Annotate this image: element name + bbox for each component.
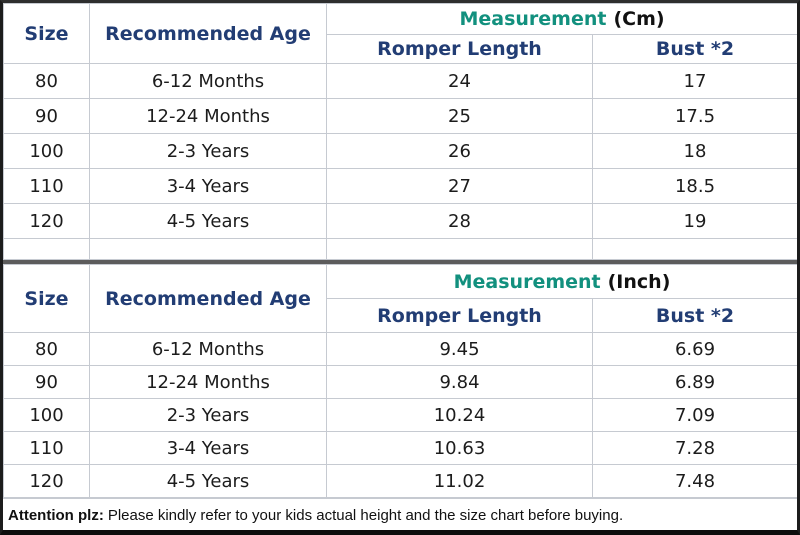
cm-size: 80 xyxy=(3,63,90,99)
cm-col-header-bust: Bust *2 xyxy=(591,34,797,64)
cm-length: 26 xyxy=(326,133,593,169)
inch-length: 9.45 xyxy=(326,332,593,366)
cm-age: 6-12 Months xyxy=(89,63,327,99)
inch-age: 4-5 Years xyxy=(89,464,327,498)
cm-measurement-unit: (Cm) xyxy=(613,8,665,30)
inch-measurement-unit: (Inch) xyxy=(607,270,671,293)
inch-measurement-header: Measurement (Inch) xyxy=(325,264,797,299)
inch-col-header-size: Size xyxy=(3,264,90,333)
cm-bust: 18.5 xyxy=(591,168,797,204)
cm-bust: 19 xyxy=(591,203,797,239)
empty-cell xyxy=(3,238,90,260)
cm-empty-row xyxy=(3,238,797,260)
empty-cell xyxy=(89,238,327,260)
inch-length: 11.02 xyxy=(326,464,593,498)
inch-age: 6-12 Months xyxy=(89,332,327,366)
inch-size: 100 xyxy=(3,398,90,432)
attention-note: Attention plz: Please kindly refer to yo… xyxy=(3,498,797,530)
cm-age: 3-4 Years xyxy=(89,168,327,204)
inch-bust: 6.89 xyxy=(591,365,797,399)
inch-size: 120 xyxy=(3,464,90,498)
cm-size: 120 xyxy=(3,203,90,239)
table-separator-line xyxy=(3,260,797,264)
cm-length: 28 xyxy=(326,203,593,239)
cm-row-120: 120 4-5 Years 28 19 xyxy=(3,203,797,239)
inch-age: 3-4 Years xyxy=(89,431,327,465)
inch-col-header-length: Romper Length xyxy=(326,298,593,333)
cm-length: 25 xyxy=(326,98,593,134)
cm-row-80: 80 6-12 Months 24 17 xyxy=(3,63,797,99)
cm-col-header-size: Size xyxy=(3,3,90,64)
cm-row-90: 90 12-24 Months 25 17.5 xyxy=(3,98,797,134)
size-table-inch: Size Recommended Age Measurement (Inch) R… xyxy=(3,264,797,498)
empty-cell xyxy=(591,238,797,260)
inch-length: 9.84 xyxy=(326,365,593,399)
cm-row-110: 110 3-4 Years 27 18.5 xyxy=(3,168,797,204)
cm-col-header-age: Recommended Age xyxy=(89,3,327,64)
inch-size: 90 xyxy=(3,365,90,399)
inch-col-header-bust: Bust *2 xyxy=(591,298,797,333)
inch-row-120: 120 4-5 Years 11.02 7.48 xyxy=(3,464,797,498)
inch-row-90: 90 12-24 Months 9.84 6.89 xyxy=(3,365,797,399)
size-table-cm: Size Recommended Age Measurement (Cm) Rom… xyxy=(3,3,797,260)
inch-bust: 7.09 xyxy=(591,398,797,432)
cm-bust: 17.5 xyxy=(591,98,797,134)
cm-measurement-label: Measurement xyxy=(459,8,607,30)
inch-age: 2-3 Years xyxy=(89,398,327,432)
cm-age: 12-24 Months xyxy=(89,98,327,134)
cm-length: 27 xyxy=(326,168,593,204)
cm-age: 2-3 Years xyxy=(89,133,327,169)
inch-header-row-sub: Romper Length Bust *2 xyxy=(4,298,797,333)
attention-label: Attention plz: xyxy=(8,507,104,524)
cm-measurement-header: Measurement (Cm) xyxy=(325,3,797,35)
cm-header-row-top: Size Recommended Age Measurement (Cm) xyxy=(3,3,797,64)
inch-row-110: 110 3-4 Years 10.63 7.28 xyxy=(3,431,797,465)
cm-bust: 17 xyxy=(591,63,797,99)
empty-cell xyxy=(326,238,593,260)
inch-length: 10.24 xyxy=(326,398,593,432)
inch-bust: 7.48 xyxy=(591,464,797,498)
inch-col-header-age: Recommended Age xyxy=(89,264,327,333)
cm-size: 90 xyxy=(3,98,90,134)
inch-row-100: 100 2-3 Years 10.24 7.09 xyxy=(3,398,797,432)
cm-header-row-sub: Romper Length Bust *2 xyxy=(4,34,797,64)
cm-col-header-length: Romper Length xyxy=(326,34,593,64)
inch-size: 110 xyxy=(3,431,90,465)
inch-header-row-top: Size Recommended Age Measurement (Inch) xyxy=(3,264,797,333)
cm-size: 110 xyxy=(3,168,90,204)
attention-text: Please kindly refer to your kids actual … xyxy=(107,507,624,524)
inch-measurement-label: Measurement xyxy=(453,270,601,293)
inch-bust: 7.28 xyxy=(591,431,797,465)
cm-length: 24 xyxy=(326,63,593,99)
cm-bust: 18 xyxy=(591,133,797,169)
inch-row-80: 80 6-12 Months 9.45 6.69 xyxy=(3,332,797,366)
inch-bust: 6.69 xyxy=(591,332,797,366)
inch-size: 80 xyxy=(3,332,90,366)
cm-age: 4-5 Years xyxy=(89,203,327,239)
cm-row-100: 100 2-3 Years 26 18 xyxy=(3,133,797,169)
inch-length: 10.63 xyxy=(326,431,593,465)
inch-age: 12-24 Months xyxy=(89,365,327,399)
cm-size: 100 xyxy=(3,133,90,169)
